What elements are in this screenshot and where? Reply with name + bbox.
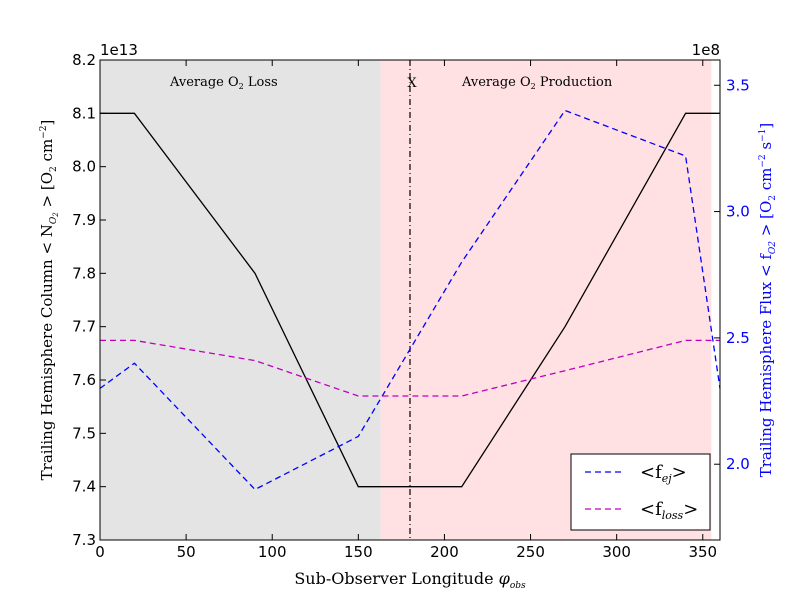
left-axis-label: Trailing Hemisphere Column < NO2 > [O2 c… <box>38 120 60 481</box>
y-right-tick-label: 2.0 <box>726 455 750 473</box>
left-axis-multiplier: 1e13 <box>100 41 138 59</box>
x-tick-label: 200 <box>430 543 459 561</box>
y-right-tick-label: 2.5 <box>726 329 750 347</box>
x-tick-label: 250 <box>516 543 545 561</box>
shaded-regions <box>100 60 712 540</box>
y-left-tick-label: 7.3 <box>72 531 96 549</box>
x-tick-label: 300 <box>602 543 631 561</box>
right-axis-multiplier: 1e8 <box>692 41 720 59</box>
y-left-tick-label: 7.9 <box>72 211 96 229</box>
legend-label-f-ej: <fej> <box>640 462 687 485</box>
y-left-tick-label: 7.5 <box>72 424 96 442</box>
x-axis-label: Sub-Observer Longitude φobs <box>294 569 526 591</box>
y-right-tick-label: 3.5 <box>726 76 750 94</box>
y-left-tick-label: 8.0 <box>72 158 96 176</box>
legend-label-f-loss: <floss> <box>640 499 698 522</box>
x-tick-label: 350 <box>688 543 717 561</box>
y-left-tick-label: 7.7 <box>72 318 96 336</box>
y-left-tick-label: 7.6 <box>72 371 96 389</box>
right-axis-label: Trailing Hemisphere Flux < fO2 > [O2 cm−… <box>757 123 778 478</box>
x-tick-label: 100 <box>258 543 287 561</box>
region-label-production: Average O2 Production <box>461 75 613 91</box>
y-left-tick-label: 7.8 <box>72 264 96 282</box>
y-left-tick-label: 8.2 <box>72 51 96 69</box>
region-loss <box>100 60 381 540</box>
y-left-tick-label: 8.1 <box>72 104 96 122</box>
legend: <fej> <floss> <box>570 453 711 531</box>
marker-label: X <box>407 76 417 91</box>
plot-frame <box>99 59 721 541</box>
x-tick-label: 150 <box>344 543 373 561</box>
y-left-tick-label: 7.4 <box>72 478 96 496</box>
series-line-column <box>100 112 720 488</box>
series-lines <box>99 109 721 491</box>
y-right-tick-label: 3.0 <box>726 203 750 221</box>
x-tick-label: 0 <box>95 543 105 561</box>
region-label-loss: Average O2 Loss <box>169 75 278 91</box>
series-line-f-loss <box>100 339 720 397</box>
series-line-f-ej <box>99 109 721 491</box>
x-tick-label: 50 <box>177 543 196 561</box>
legend-box <box>570 453 711 531</box>
axis-ticks: 0 50 100 150 200 250 300 350 7.3 7.4 7.5 7.6 7.7 7.8 7… <box>72 51 750 561</box>
